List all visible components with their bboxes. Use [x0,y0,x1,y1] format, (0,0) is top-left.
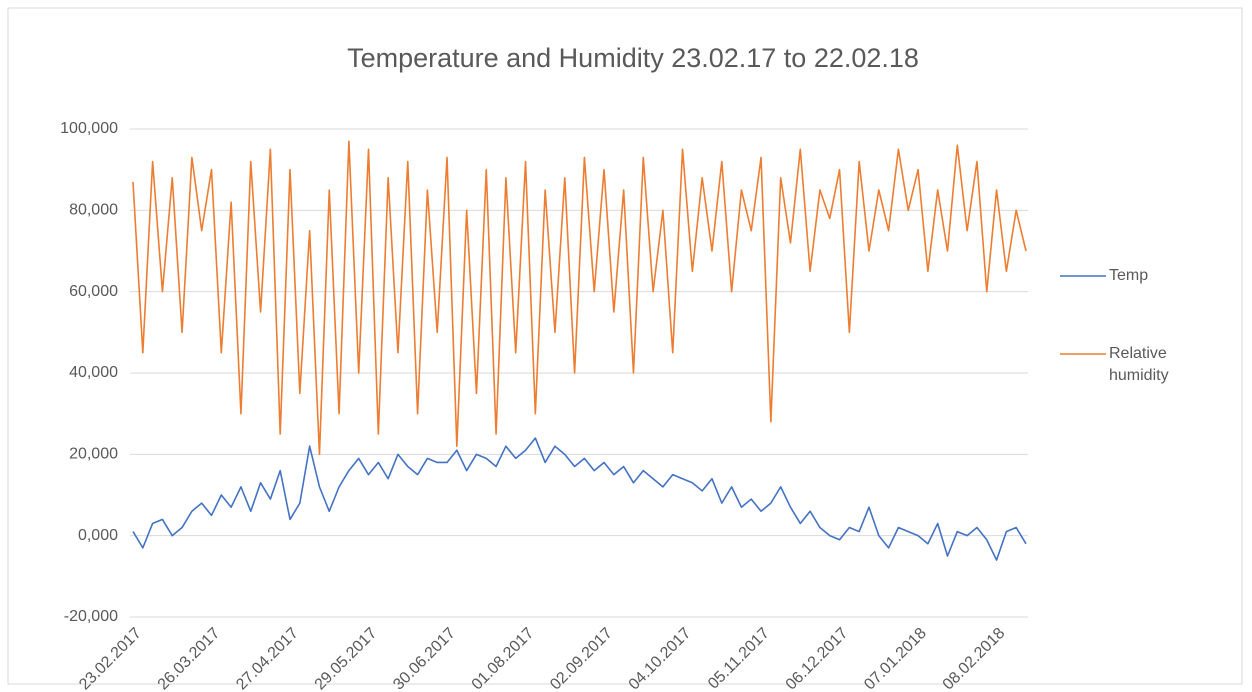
y-tick-label: -20,000 [64,608,118,625]
y-tick-label: 40,000 [69,364,118,381]
legend-label: Relative humidity [1109,345,1169,384]
chart-title: Temperature and Humidity 23.02.17 to 22.… [347,43,919,73]
chart-border [7,7,1243,685]
y-tick-label: 20,000 [69,446,118,463]
series-line [132,140,1027,456]
y-tick-label: 0,000 [78,527,118,544]
y-tick-label: 80,000 [69,202,118,219]
y-tick-label: 60,000 [69,283,118,300]
series-line [132,437,1027,561]
legend-label: Temp [1109,267,1149,284]
y-tick-label: 100,000 [60,120,118,137]
